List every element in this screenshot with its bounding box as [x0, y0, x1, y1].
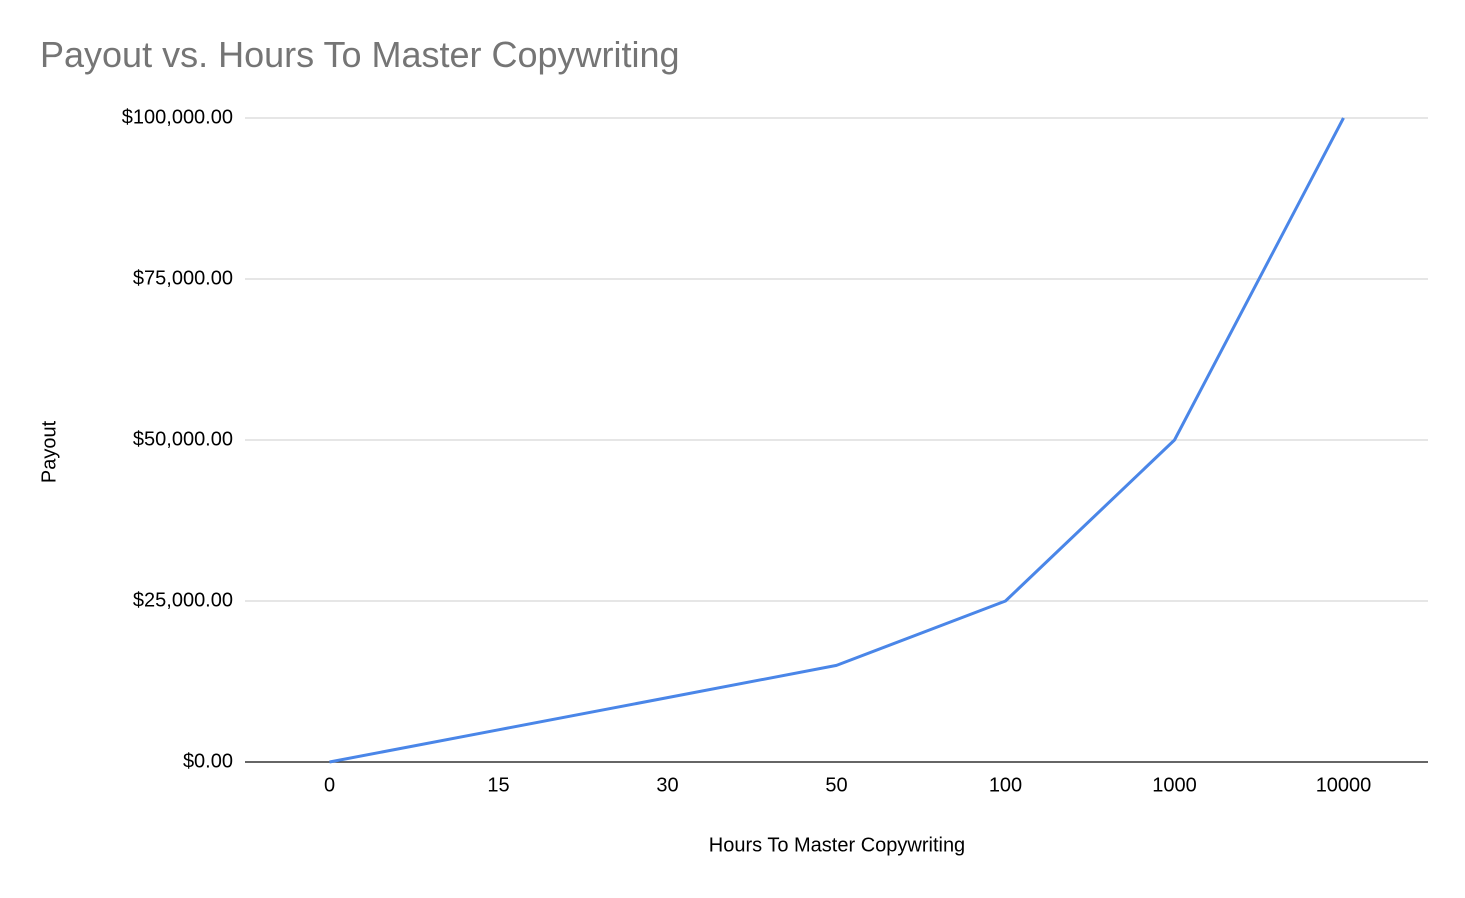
x-axis-label: Hours To Master Copywriting: [709, 834, 965, 856]
x-tick-label: 0: [324, 774, 335, 796]
data-line: [329, 117, 1345, 764]
y-tick-label: $75,000.00: [133, 267, 233, 289]
x-tick-label: 50: [825, 774, 847, 796]
y-tick-label: $50,000.00: [133, 428, 233, 450]
x-tick-label: 10000: [1316, 774, 1372, 796]
x-tick-label: 100: [989, 774, 1022, 796]
chart-title: Payout vs. Hours To Master Copywriting: [40, 34, 680, 75]
x-tick-label: 30: [656, 774, 678, 796]
x-tick-label: 1000: [1152, 774, 1197, 796]
y-tick-label: $25,000.00: [133, 589, 233, 611]
x-tick-label: 15: [487, 774, 509, 796]
y-tick-label: $0.00: [183, 750, 233, 772]
y-axis-label: Payout: [38, 420, 60, 483]
y-tick-label: $100,000.00: [122, 106, 233, 128]
